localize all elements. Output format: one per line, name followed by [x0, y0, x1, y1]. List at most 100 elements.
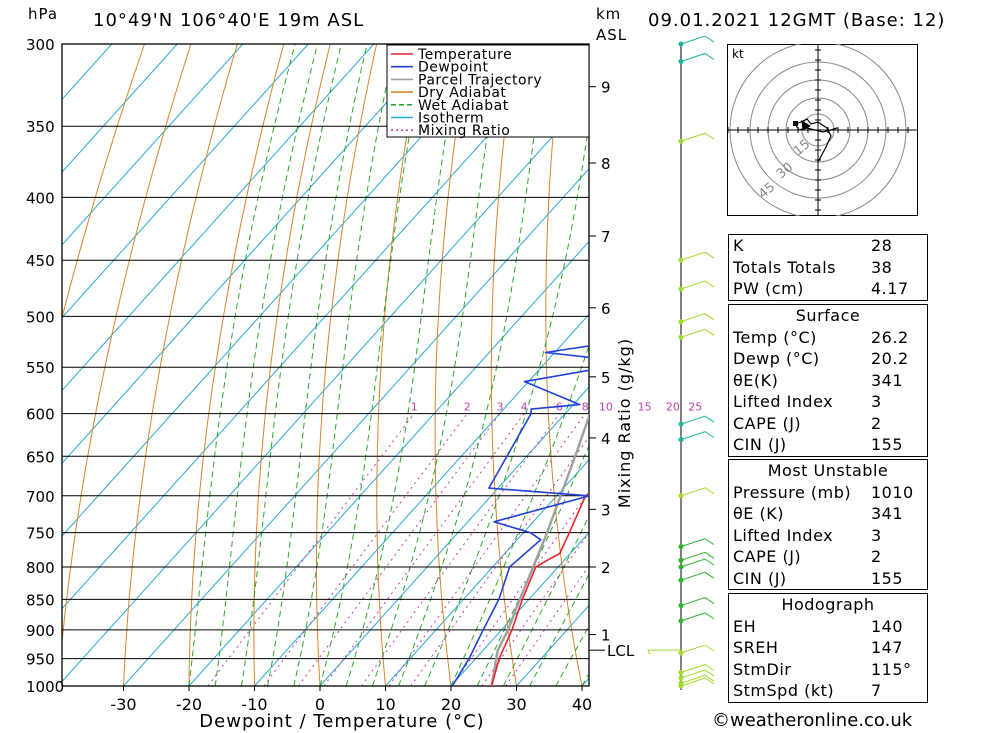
wind-barb [680, 597, 715, 607]
credit-link[interactable]: ©weatheronline.co.uk [712, 710, 913, 731]
pressure-tick-label: 900 [26, 622, 55, 640]
index-label: Lifted Index [733, 392, 834, 411]
mixing-ratio-line [481, 531, 589, 686]
height-tick-label: 7 [601, 228, 611, 246]
wind-barb [680, 35, 715, 45]
index-label: SREH [733, 638, 779, 657]
wind-barb [680, 551, 715, 561]
km-unit-label: km [596, 5, 622, 23]
dry-adiabat-line [253, 44, 331, 686]
mixing-ratio-line [323, 413, 525, 686]
index-label: K [733, 236, 744, 255]
wind-barb [680, 328, 715, 338]
wind-barb [680, 663, 715, 673]
index-row: PW (cm) 4.17 [729, 278, 927, 300]
mixing-ratio-axis-label: Mixing Ratio (g/kg) [615, 338, 634, 508]
height-tick-label: 3 [601, 501, 611, 519]
datetime-title: 09.01.2021 12GMT (Base: 12) [648, 10, 946, 31]
index-value: 147 [871, 638, 904, 657]
dry-adiabat-line [188, 44, 285, 686]
mixing-ratio-line [263, 413, 468, 686]
index-value: 341 [871, 504, 904, 523]
index-row: Dewp (°C) 20.2 [729, 348, 927, 370]
height-tick-label: 2 [601, 559, 611, 577]
wind-barb [680, 132, 715, 142]
index-row: CAPE (J) 2 [729, 546, 927, 568]
isotherm-line [62, 44, 440, 464]
pressure-tick-label: 500 [26, 308, 55, 326]
index-value: 2 [871, 547, 882, 566]
mixing-ratio-label: 8 [582, 401, 589, 414]
wind-profile [647, 35, 715, 690]
height-tick-label: 6 [601, 300, 611, 318]
legend-label: Parcel Trajectory [418, 72, 542, 88]
index-label: Totals Totals [733, 257, 836, 277]
x-tick-label: -10 [241, 695, 267, 714]
wind-barb [680, 431, 715, 441]
hodograph-trace [794, 118, 838, 163]
index-label: CIN (J) [733, 568, 787, 588]
index-row: Lifted Index 3 [729, 525, 927, 547]
wind-barb [680, 280, 715, 290]
series-line-dewpoint [451, 82, 589, 686]
index-row: StmSpd (kt) 7 [729, 680, 927, 702]
wind-barb [647, 649, 681, 655]
x-tick-label: -30 [110, 695, 136, 714]
height-tick-label: 1 [601, 627, 611, 645]
index-row: SREH 147 [729, 637, 927, 659]
wind-barb [680, 644, 715, 654]
hodograph-unit: kt [732, 47, 744, 61]
mixing-ratio-label: 4 [521, 401, 528, 414]
index-row: EH 140 [729, 616, 927, 638]
most-unstable-panel: Most Unstable Pressure (mb) 1010 θE (K) 341… [728, 459, 928, 590]
wind-barb [680, 612, 715, 622]
wind-barb [680, 415, 715, 425]
wind-barb [680, 52, 715, 62]
asl-unit-label: ASL [596, 26, 628, 44]
x-tick-label: 40 [572, 695, 592, 714]
index-value: 3 [871, 525, 882, 545]
index-value: 38 [871, 257, 893, 277]
isotherm-line [385, 459, 589, 686]
index-value: 2 [871, 413, 882, 433]
index-row: CAPE (J) 2 [729, 413, 927, 435]
height-tick-label: 8 [601, 155, 611, 173]
index-row: StmDir 115° [729, 659, 927, 681]
index-value: 155 [871, 435, 904, 454]
surface-title: Surface [795, 306, 861, 325]
wet-adiabat-line [371, 44, 502, 686]
index-value: 7 [871, 681, 882, 700]
pressure-tick-label: 450 [26, 252, 55, 270]
dry-adiabat-line [123, 44, 238, 686]
hodograph-params-title: Hodograph [781, 595, 875, 614]
mixing-ratio-label: 2 [464, 401, 471, 414]
wind-barb [680, 538, 715, 548]
wind-barb [680, 677, 715, 687]
wind-barb [680, 571, 715, 581]
index-label: CAPE (J) [733, 547, 802, 566]
dry-adiabat-line [376, 44, 424, 686]
dry-adiabat-line [980, 44, 1000, 686]
index-label: StmDir [733, 659, 792, 679]
pressure-tick-label: 800 [26, 559, 55, 577]
x-tick-label: -20 [176, 695, 202, 714]
dry-adiabat-line [934, 44, 1000, 686]
indices-panel: K 28 Totals Totals 38 PW (cm) 4.17 [728, 234, 928, 301]
mixing-ratio-label: 3 [497, 401, 504, 414]
index-value: 341 [871, 370, 904, 390]
index-row: CIN (J) 155 [729, 568, 927, 590]
index-label: Lifted Index [733, 525, 834, 545]
height-tick-label: 4 [601, 430, 611, 448]
mixing-ratio-line [388, 413, 586, 686]
plot-frame [61, 43, 590, 687]
index-label: CIN (J) [733, 435, 787, 454]
pressure-tick-label: 850 [26, 591, 55, 609]
most-unstable-title: Most Unstable [767, 461, 889, 480]
pressure-tick-label: 1000 [26, 678, 64, 696]
isotherm-line [62, 44, 506, 537]
wet-adiabat-line [502, 515, 589, 686]
dry-adiabat-line [62, 44, 192, 648]
index-row: CIN (J) 155 [729, 434, 927, 456]
isotherm-line [62, 44, 113, 101]
